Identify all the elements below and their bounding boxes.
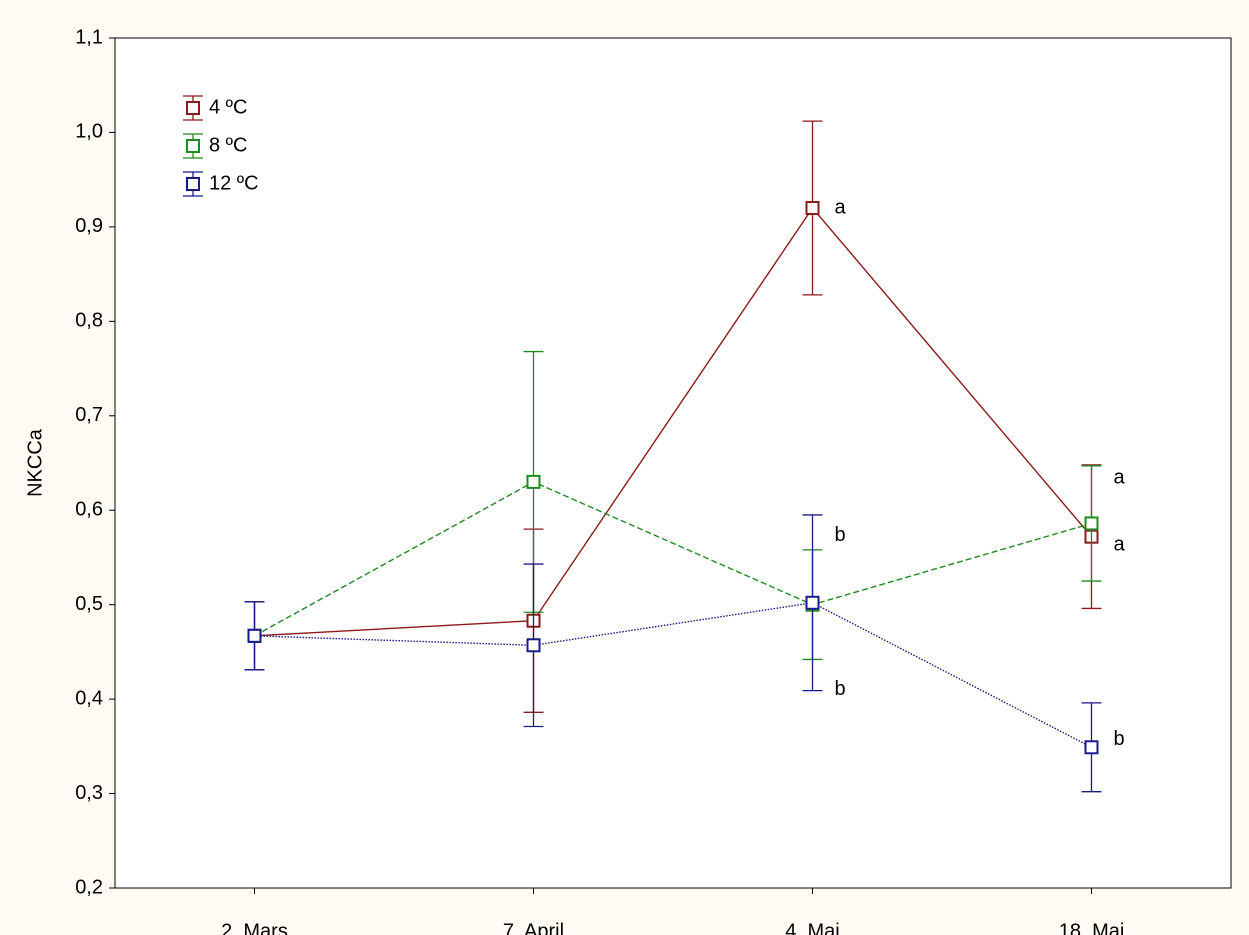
legend-marker [186,101,200,115]
legend-label: 4 ºC [209,96,247,118]
y-tick-label: 0,3 [75,782,103,804]
annotation: a [835,196,847,218]
y-axis-label: NKCCa [24,428,46,497]
x-tick-label: 4. Mai [785,920,839,935]
annotation: b [835,524,846,546]
legend-marker [186,139,200,153]
marker [1084,740,1099,755]
y-tick-label: 0,5 [75,593,103,615]
marker [805,595,820,610]
x-tick-label: 18. Mai [1059,920,1125,935]
series-line [254,481,1092,637]
x-tick-label: 7. April [503,920,564,935]
marker [247,628,262,643]
marker [526,638,541,653]
legend-label: 12 ºC [209,172,259,194]
y-tick-label: 0,9 [75,215,103,237]
y-tick-label: 0,2 [75,876,103,898]
marker [526,474,541,489]
y-tick-label: 0,4 [75,687,103,709]
marker [805,201,820,215]
series-line [254,206,1093,637]
series-line [254,602,1092,748]
plot-area [114,37,1232,889]
y-tick-label: 1,1 [75,26,103,48]
x-tick-label: 2. Mars [221,920,288,935]
marker [1084,516,1099,531]
y-tick-label: 0,6 [75,499,103,521]
y-tick-label: 0,7 [75,404,103,426]
annotation: b [1114,728,1125,750]
annotation: a [1114,466,1126,488]
y-tick-label: 1,0 [75,121,103,143]
annotation: a [1114,533,1126,555]
legend-marker [186,177,200,191]
legend-label: 8 ºC [209,134,247,156]
y-tick-label: 0,8 [75,310,103,332]
annotation: b [835,678,846,700]
